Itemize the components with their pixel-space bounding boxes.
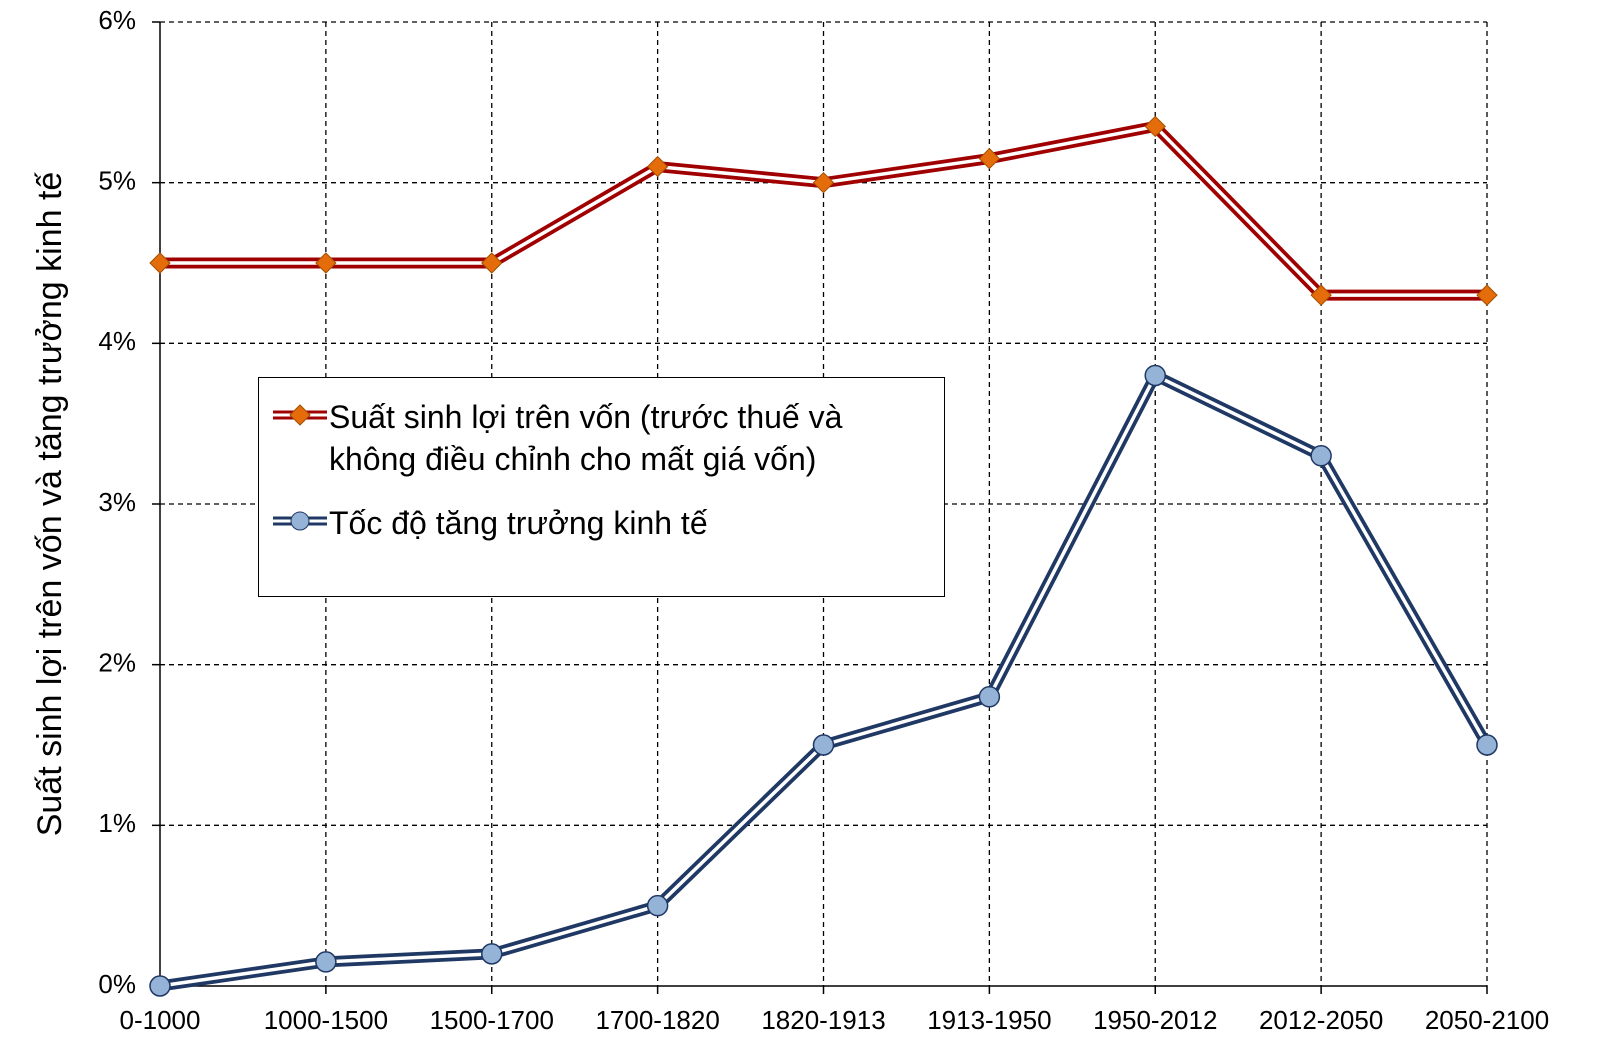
marker — [646, 894, 669, 917]
y-tick-label: 1% — [98, 808, 136, 838]
legend-swatch — [273, 404, 327, 426]
x-tick-label: 2012-2050 — [1259, 1005, 1383, 1035]
x-tick-label: 1000-1500 — [264, 1005, 388, 1035]
marker — [812, 734, 835, 756]
marker — [149, 252, 171, 274]
marker — [149, 975, 171, 997]
x-tick-label: 2050-2100 — [1425, 1005, 1549, 1035]
y-tick-label: 5% — [98, 166, 136, 196]
legend-label: Suất sinh lợi trên vốn (trước thuế và kh… — [329, 399, 843, 477]
legend-label: Tốc độ tăng trưởng kinh tế — [329, 505, 708, 541]
marker — [1476, 284, 1498, 306]
marker — [315, 951, 337, 973]
y-tick-label: 4% — [98, 326, 136, 356]
y-tick-label: 0% — [98, 969, 136, 999]
legend: Suất sinh lợi trên vốn (trước thuế và kh… — [258, 377, 945, 597]
y-axis-label: Suất sinh lợi trên vốn và tăng trưởng ki… — [31, 172, 69, 837]
marker — [812, 171, 835, 194]
legend-entry: Suất sinh lợi trên vốn (trước thuế và kh… — [271, 396, 929, 480]
x-tick-label: 1700-1820 — [595, 1005, 719, 1035]
x-tick-label: 1950-2012 — [1093, 1005, 1217, 1035]
marker — [1476, 734, 1498, 756]
marker — [1310, 284, 1332, 306]
legend-entry: Tốc độ tăng trưởng kinh tế — [271, 502, 929, 544]
marker — [1144, 364, 1166, 387]
marker — [481, 252, 503, 274]
x-tick-label: 1500-1700 — [430, 1005, 554, 1035]
marker — [646, 155, 669, 178]
y-tick-label: 6% — [98, 5, 136, 35]
x-tick-label: 1913-1950 — [927, 1005, 1051, 1035]
y-tick-label: 2% — [98, 648, 136, 678]
marker — [978, 686, 1001, 708]
marker — [1144, 115, 1166, 138]
marker — [481, 943, 503, 965]
marker — [1310, 445, 1332, 467]
x-tick-label: 0-1000 — [120, 1005, 201, 1035]
marker — [978, 147, 1001, 170]
marker — [315, 252, 337, 274]
y-tick-label: 3% — [98, 487, 136, 517]
legend-swatch — [273, 511, 327, 531]
x-tick-label: 1820-1913 — [761, 1005, 885, 1035]
